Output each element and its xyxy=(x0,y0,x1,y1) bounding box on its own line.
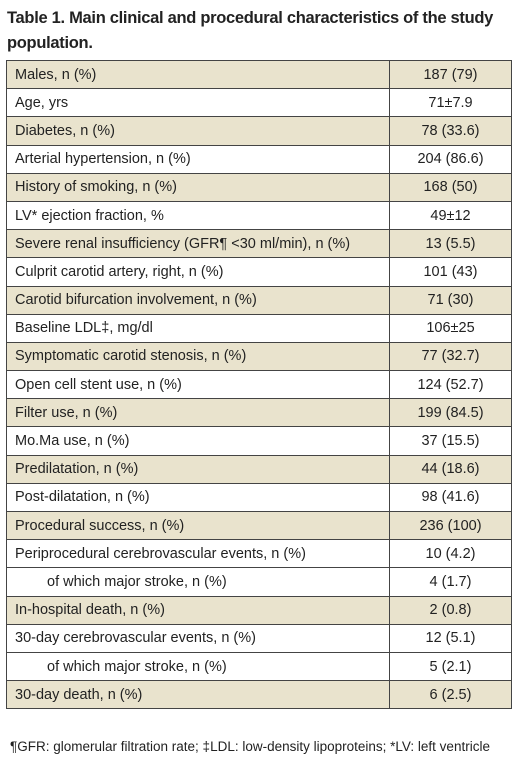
row-label: Age, yrs xyxy=(6,88,390,118)
row-label: of which major stroke, n (%) xyxy=(6,651,390,682)
row-value: 71 (30) xyxy=(389,285,512,315)
row-value: 236 (100) xyxy=(389,510,512,541)
row-label: Arterial hypertension, n (%) xyxy=(6,144,390,174)
table-row: Procedural success, n (%) 236 (100) xyxy=(6,510,512,541)
table-row: Filter use, n (%) 199 (84.5) xyxy=(6,398,512,428)
row-label: Post-dilatation, n (%) xyxy=(6,482,390,513)
row-label: Filter use, n (%) xyxy=(6,398,390,428)
row-value: 204 (86.6) xyxy=(389,144,512,174)
row-label: Severe renal insufficiency (GFR¶ <30 ml/… xyxy=(6,229,390,259)
row-label: Carotid bifurcation involvement, n (%) xyxy=(6,285,390,315)
table-row: Carotid bifurcation involvement, n (%) 71… xyxy=(6,285,512,315)
row-value: 2 (0.8) xyxy=(389,595,512,625)
table-row: Baseline LDL‡, mg/dl 106±25 xyxy=(6,313,512,343)
table-row: 30-day cerebrovascular events, n (%) 12 (… xyxy=(6,623,512,653)
table-title: Table 1. Main clinical and procedural ch… xyxy=(7,9,494,52)
table-row: Predilatation, n (%) 44 (18.6) xyxy=(6,454,512,484)
row-value: 168 (50) xyxy=(389,172,512,202)
row-value: 6 (2.5) xyxy=(389,680,512,710)
row-value: 10 (4.2) xyxy=(389,539,512,569)
row-value: 37 (15.5) xyxy=(389,426,512,456)
table-row: Arterial hypertension, n (%) 204 (86.6) xyxy=(6,144,512,174)
row-label: History of smoking, n (%) xyxy=(6,172,390,202)
row-value: 98 (41.6) xyxy=(389,482,512,513)
table-row: Post-dilatation, n (%) 98 (41.6) xyxy=(6,482,512,513)
row-label: of which major stroke, n (%) xyxy=(6,567,390,597)
row-label: Procedural success, n (%) xyxy=(6,510,390,541)
row-value: 106±25 xyxy=(389,313,512,343)
row-label: Baseline LDL‡, mg/dl xyxy=(6,313,390,343)
row-value: 4 (1.7) xyxy=(389,567,512,597)
row-label: Predilatation, n (%) xyxy=(6,454,390,484)
row-value: 199 (84.5) xyxy=(389,398,512,428)
row-value: 77 (32.7) xyxy=(389,341,512,372)
row-label: Males, n (%) xyxy=(6,59,390,90)
table: Males, n (%) 187 (79) Age, yrs 71±7.9 Diabet… xyxy=(6,59,512,710)
table-row: Severe renal insufficiency (GFR¶ <30 ml/… xyxy=(6,229,512,259)
table-row: Open cell stent use, n (%) 124 (52.7) xyxy=(6,370,512,400)
row-label: 30-day death, n (%) xyxy=(6,680,390,710)
table-row: Mo.Ma use, n (%) 37 (15.5) xyxy=(6,426,512,456)
row-label: Diabetes, n (%) xyxy=(6,116,390,146)
table-row: of which major stroke, n (%) 4 (1.7) xyxy=(6,567,512,597)
table-row: 30-day death, n (%) 6 (2.5) xyxy=(6,680,512,710)
row-value: 101 (43) xyxy=(389,257,512,287)
table-row: Males, n (%) 187 (79) xyxy=(6,59,512,90)
table-row: LV* ejection fraction, % 49±12 xyxy=(6,200,512,231)
row-value: 5 (2.1) xyxy=(389,651,512,682)
row-label: Open cell stent use, n (%) xyxy=(6,370,390,400)
table-row: Periprocedural cerebrovascular events, n… xyxy=(6,539,512,569)
footnote: ¶GFR: glomerular filtration rate; ‡LDL: … xyxy=(10,739,490,754)
row-label: In-hospital death, n (%) xyxy=(6,595,390,625)
table-row: Diabetes, n (%) 78 (33.6) xyxy=(6,116,512,146)
row-label: Symptomatic carotid stenosis, n (%) xyxy=(6,341,390,372)
row-value: 71±7.9 xyxy=(389,88,512,118)
table-row: Symptomatic carotid stenosis, n (%) 77 (3… xyxy=(6,341,512,372)
row-value: 44 (18.6) xyxy=(389,454,512,484)
table-row: of which major stroke, n (%) 5 (2.1) xyxy=(6,651,512,682)
row-label: Culprit carotid artery, right, n (%) xyxy=(6,257,390,287)
table-row: In-hospital death, n (%) 2 (0.8) xyxy=(6,595,512,625)
row-value: 187 (79) xyxy=(389,59,512,90)
row-label: 30-day cerebrovascular events, n (%) xyxy=(6,623,390,653)
table-row: Culprit carotid artery, right, n (%) 101 … xyxy=(6,257,512,287)
row-value: 13 (5.5) xyxy=(389,229,512,259)
row-value: 78 (33.6) xyxy=(389,116,512,146)
row-value: 124 (52.7) xyxy=(389,370,512,400)
row-label: LV* ejection fraction, % xyxy=(6,200,390,231)
row-value: 12 (5.1) xyxy=(389,623,512,653)
table-row: Age, yrs 71±7.9 xyxy=(6,88,512,118)
row-label: Mo.Ma use, n (%) xyxy=(6,426,390,456)
table-row: History of smoking, n (%) 168 (50) xyxy=(6,172,512,202)
row-label: Periprocedural cerebrovascular events, n… xyxy=(6,539,390,569)
row-value: 49±12 xyxy=(389,200,512,231)
